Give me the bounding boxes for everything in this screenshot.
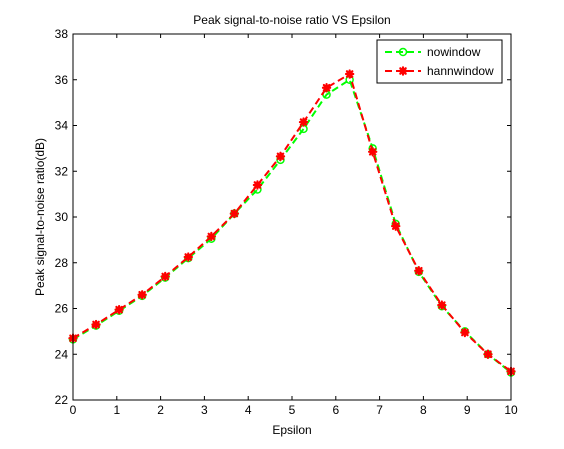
- data-point-hannwindow: [414, 266, 424, 276]
- x-tick-label: 5: [289, 403, 296, 417]
- x-tick-label: 2: [157, 403, 164, 417]
- y-tick-label: 32: [55, 164, 69, 178]
- y-tick-label: 34: [55, 119, 69, 133]
- x-tick-label: 4: [245, 403, 252, 417]
- series-line-hannwindow: [72, 72, 512, 373]
- y-tick-label: 30: [55, 210, 69, 224]
- chart-title: Peak signal-to-noise ratio VS Epsilon: [193, 13, 390, 27]
- data-point-hannwindow: [206, 231, 217, 242]
- y-tick-label: 26: [55, 302, 69, 316]
- y-axis-label: Peak signal-to-noise ratio(dB): [33, 138, 47, 296]
- plot-frame: [72, 33, 512, 401]
- data-point-hannwindow: [275, 151, 286, 162]
- legend-marker-nowindow: [398, 47, 408, 57]
- x-tick-label: 9: [464, 403, 471, 417]
- y-tick-label: 24: [55, 347, 69, 361]
- series-layer: [68, 69, 516, 377]
- x-axis-label: Epsilon: [272, 423, 311, 437]
- data-point-hannwindow: [137, 290, 147, 300]
- data-point-hannwindow: [252, 180, 263, 190]
- plot-area: [73, 34, 511, 400]
- y-tick-label: 36: [55, 73, 69, 87]
- data-point-hannwindow: [298, 117, 309, 127]
- data-point-hannwindow: [183, 252, 193, 262]
- x-tick-label: 3: [201, 403, 208, 417]
- data-point-hannwindow: [460, 327, 470, 338]
- legend-label-nowindow: nowindow: [427, 45, 481, 59]
- series-hannwindow: [68, 69, 516, 377]
- legend: nowindow hannwindow: [376, 39, 503, 84]
- legend-label-hannwindow: hannwindow: [427, 64, 494, 78]
- data-point-hannwindow: [483, 349, 493, 359]
- y-tick-label: 28: [55, 256, 69, 270]
- x-tick-label: 8: [420, 403, 427, 417]
- x-tick-label: 1: [113, 403, 120, 417]
- x-tick-label: 10: [504, 403, 518, 417]
- x-tick-label: 6: [332, 403, 339, 417]
- y-tick-label: 38: [55, 27, 69, 41]
- data-point-hannwindow: [160, 271, 170, 282]
- data-point-hannwindow: [91, 319, 101, 330]
- y-tick-label: 22: [55, 393, 69, 407]
- x-tick-label: 0: [70, 403, 77, 417]
- data-point-hannwindow: [344, 69, 355, 79]
- data-point-hannwindow: [321, 83, 332, 93]
- data-point-hannwindow: [437, 300, 447, 310]
- data-point-hannwindow: [229, 208, 240, 219]
- legend-box: [376, 39, 503, 84]
- legend-marker-hannwindow: [398, 66, 408, 76]
- data-point-hannwindow: [114, 304, 124, 315]
- x-tick-label: 7: [376, 403, 383, 417]
- data-point-hannwindow: [391, 221, 401, 231]
- data-point-hannwindow: [367, 147, 378, 157]
